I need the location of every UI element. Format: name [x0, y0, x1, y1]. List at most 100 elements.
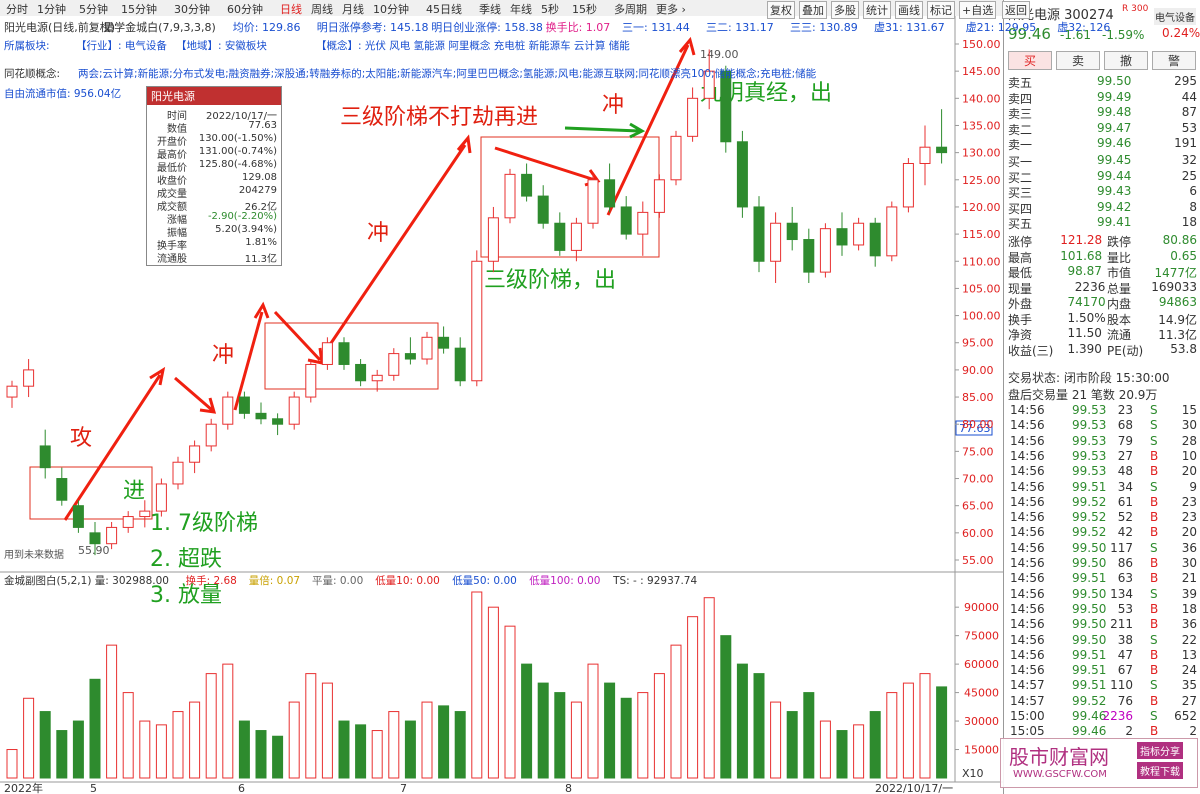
toolbar-tab[interactable]: 5秒 [541, 3, 559, 16]
trade-time: 14:56 [1010, 510, 1045, 525]
toolbar-tab[interactable]: 月线 [342, 3, 364, 16]
trade-price: 99.53 [1072, 433, 1107, 448]
trade-button[interactable]: 卖 [1056, 51, 1100, 70]
candle-body [620, 206, 632, 235]
header-item: 三二: 131.17 [706, 21, 774, 34]
price-tick-label: 70.00 [962, 473, 994, 486]
price-tick-label: 140.00 [962, 92, 1001, 105]
popup-key: 涨幅 [167, 215, 187, 226]
stat-value: 2236 [1074, 279, 1106, 294]
candle-body [637, 211, 649, 235]
price-tick-label: 100.00 [962, 310, 1001, 323]
volume-bar [620, 697, 632, 779]
toolbar-tab[interactable]: 日线 [280, 3, 302, 16]
toolbar-tab[interactable]: 年线 [510, 3, 532, 16]
popup-value: 125.80(-4.68%) [198, 159, 277, 170]
candle-body [670, 135, 682, 181]
volume-bar [388, 711, 400, 779]
trade-button[interactable]: 撤 [1104, 51, 1148, 70]
toolbar-tab[interactable]: 10分钟 [373, 3, 409, 16]
volume-bar [72, 720, 84, 779]
book-label: 卖二 [1008, 122, 1033, 137]
trade-price: 99.46 [1072, 709, 1107, 723]
candle-body [919, 146, 931, 164]
annotation: 3. 放量 [150, 583, 222, 608]
toolbar-button[interactable]: 叠加 [799, 1, 827, 19]
volume-bar [338, 720, 350, 779]
volume-bar [770, 701, 782, 779]
toolbar-tab[interactable]: 1分钟 [37, 3, 66, 16]
toolbar-tab[interactable]: 30分钟 [174, 3, 210, 16]
toolbar-button[interactable]: 统计 [863, 1, 891, 19]
price-tick-label: 90.00 [962, 364, 994, 377]
sector-item: 【地域】: 安徽板块 [176, 40, 267, 52]
toolbar-tab[interactable]: 分时 [6, 3, 28, 16]
candle-body [753, 206, 765, 262]
trade-count: 21 [1181, 571, 1197, 586]
toolbar-tab[interactable]: 更多 › [656, 3, 686, 16]
arrow [564, 122, 646, 139]
popup-key: 开盘价 [157, 137, 187, 148]
candle-body [222, 396, 234, 425]
volume-bar [139, 720, 151, 779]
volume-bar [89, 678, 101, 779]
trade-time: 14:56 [1010, 586, 1045, 601]
toolbar-button[interactable]: 返回 [1002, 1, 1030, 19]
candle-body [886, 206, 898, 257]
stat-value: 11.3亿 [1158, 328, 1197, 342]
sector-item: 【概念】: 光伏 风电 氢能源 阿里概念 充电桩 新能源车 云计算 储能 [316, 40, 630, 52]
book-price: 99.48 [1097, 105, 1132, 119]
popup-key: 成交额 [157, 202, 187, 213]
trade-button[interactable]: 警 [1152, 51, 1196, 70]
candle-body [255, 412, 267, 420]
volume-bar [238, 720, 250, 779]
volume-tick-label: 30000 [964, 715, 999, 728]
toolbar-tab[interactable]: 15秒 [572, 3, 597, 16]
annotation: 2. 超跌 [150, 547, 222, 572]
candle-body [288, 396, 300, 425]
candle-body [736, 141, 748, 208]
toolbar-tab[interactable]: 多周期 [614, 3, 647, 16]
toolbar-tab[interactable]: 60分钟 [227, 3, 263, 16]
candle-body [836, 228, 848, 246]
trade-count: 2 [1189, 724, 1197, 739]
book-volume: 32 [1181, 153, 1197, 167]
toolbar-button[interactable]: 标记 [927, 1, 955, 19]
toolbar-tab[interactable]: 季线 [479, 3, 501, 16]
toolbar-tab[interactable]: 5分钟 [79, 3, 108, 16]
volume-header: TS: - : 92937.74 [612, 575, 697, 587]
toolbar-button[interactable]: 画线 [895, 1, 923, 19]
volume-header: 金城副图白(5,2,1) [4, 574, 91, 587]
stat-label: 跌停 [1107, 235, 1132, 249]
trade-volume: 42 [1117, 525, 1133, 540]
x-tick-label: 7 [400, 782, 407, 794]
toolbar-tab[interactable]: 15分钟 [121, 3, 157, 16]
stat-label: PE(动) [1107, 343, 1144, 358]
trade-side: S [1150, 418, 1158, 433]
book-label: 买三 [1008, 186, 1033, 200]
trade-side: S [1150, 709, 1158, 723]
book-label: 卖三 [1008, 107, 1033, 121]
volume-bar [836, 730, 848, 779]
toolbar-button[interactable]: 多股 [831, 1, 859, 19]
volume-bar [355, 724, 367, 779]
trade-side: B [1150, 510, 1159, 525]
trade-price: 99.53 [1072, 403, 1107, 417]
stat-label: 内盘 [1107, 297, 1132, 311]
trade-button[interactable]: 买 [1008, 51, 1052, 70]
toolbar-tab[interactable]: 45日线 [426, 3, 462, 16]
book-price: 99.50 [1097, 74, 1132, 88]
toolbar-button[interactable]: 复权 [767, 1, 795, 19]
volume-bar [23, 697, 35, 779]
price-tick-label: 60.00 [962, 527, 994, 540]
trade-price: 99.51 [1072, 663, 1107, 678]
toolbar-tab[interactable]: 周线 [311, 3, 333, 16]
trade-count: 20 [1181, 525, 1197, 540]
book-volume: 191 [1174, 136, 1197, 150]
trade-count: 20 [1181, 464, 1197, 479]
stat-label: 股本 [1107, 312, 1132, 327]
volume-bar [637, 692, 649, 779]
watermark-url: WWW.GSCFW.COM [1013, 769, 1107, 780]
candle-body [155, 483, 167, 512]
toolbar-button[interactable]: +自选 [959, 1, 997, 19]
